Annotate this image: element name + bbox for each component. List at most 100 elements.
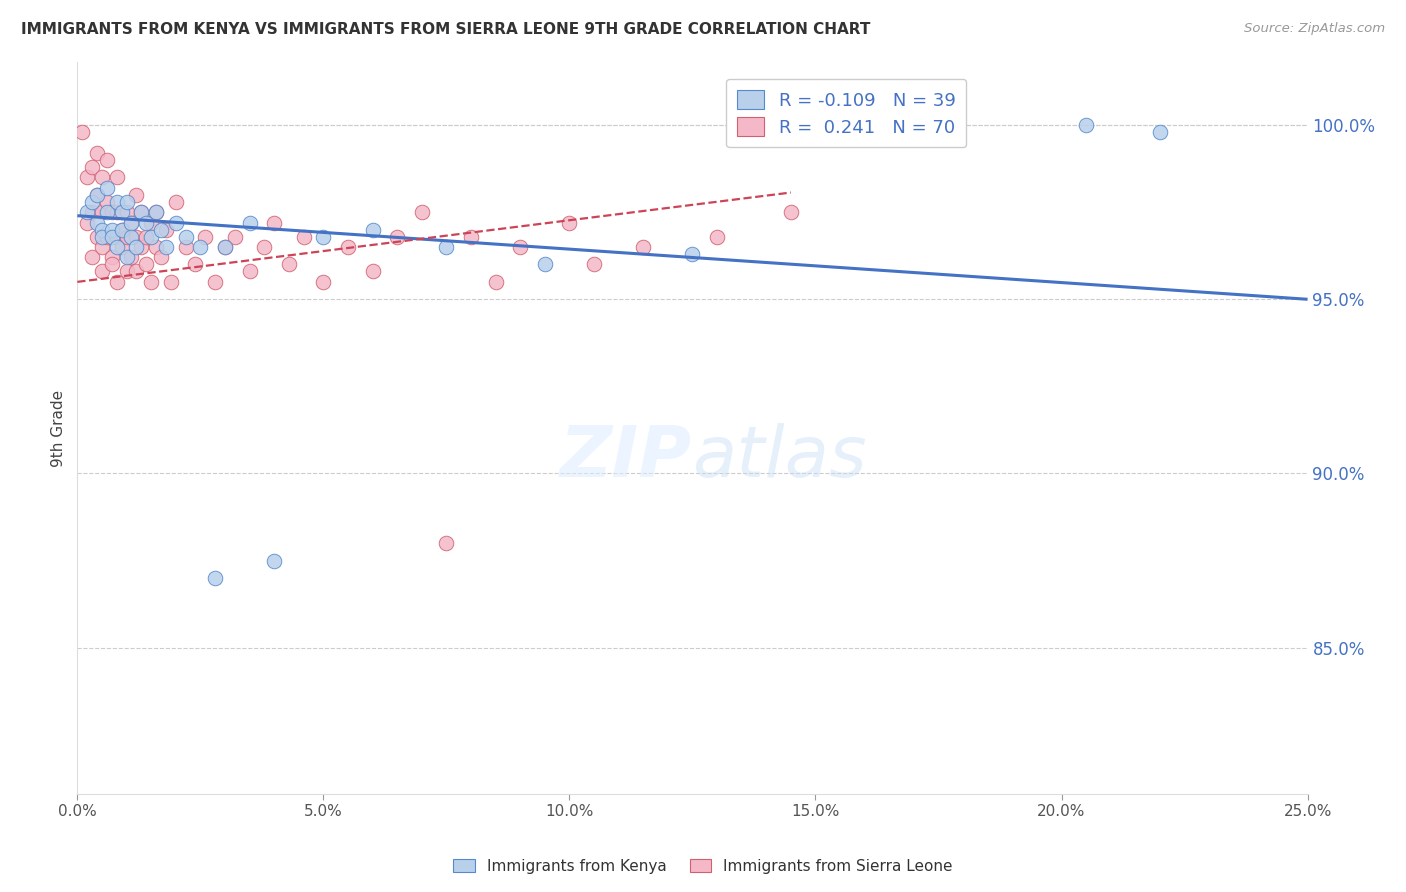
Point [135, 216, 157, 230]
Point [105, 240, 128, 254]
Point [105, 275, 128, 289]
Point [190, 240, 212, 254]
Point [150, 222, 173, 236]
Point [312, 229, 335, 244]
Point [125, 240, 148, 254]
Point [361, 222, 384, 236]
Point [155, 240, 177, 254]
Point [105, 205, 128, 219]
Point [86, 216, 108, 230]
Point [145, 205, 167, 219]
Point [204, 275, 226, 289]
Point [96, 205, 118, 219]
Point [121, 251, 143, 265]
Point [90, 229, 114, 244]
Point [387, 229, 409, 244]
Point [90, 264, 114, 278]
Point [214, 240, 236, 254]
Point [312, 275, 335, 289]
Point [125, 229, 148, 244]
Point [105, 170, 128, 185]
Point [194, 229, 217, 244]
Point [131, 205, 153, 219]
Point [115, 205, 138, 219]
Point [174, 240, 197, 254]
Point [780, 205, 803, 219]
Point [82, 251, 104, 265]
Point [96, 229, 118, 244]
Point [361, 264, 384, 278]
Point [131, 240, 153, 254]
Point [204, 571, 226, 585]
Point [90, 240, 114, 254]
Point [278, 257, 301, 271]
Point [224, 229, 246, 244]
Text: atlas: atlas [693, 423, 868, 491]
Point [141, 216, 163, 230]
Point [76, 170, 98, 185]
Point [150, 251, 173, 265]
Point [96, 181, 118, 195]
Point [86, 187, 108, 202]
Point [436, 240, 458, 254]
Point [460, 229, 482, 244]
Point [534, 257, 557, 271]
Point [485, 275, 508, 289]
Legend: R = -0.109   N = 39, R =  0.241   N = 70: R = -0.109 N = 39, R = 0.241 N = 70 [727, 78, 966, 147]
Point [706, 229, 728, 244]
Point [86, 187, 108, 202]
Text: IMMIGRANTS FROM KENYA VS IMMIGRANTS FROM SIERRA LEONE 9TH GRADE CORRELATION CHAR: IMMIGRANTS FROM KENYA VS IMMIGRANTS FROM… [21, 22, 870, 37]
Point [263, 553, 285, 567]
Point [337, 240, 360, 254]
Point [165, 194, 187, 209]
Point [174, 229, 197, 244]
Point [101, 257, 124, 271]
Text: ZIP: ZIP [560, 423, 693, 491]
Point [105, 229, 128, 244]
Point [165, 216, 187, 230]
Point [115, 194, 138, 209]
Point [101, 229, 124, 244]
Point [111, 205, 132, 219]
Point [101, 222, 124, 236]
Point [86, 146, 108, 161]
Point [96, 153, 118, 167]
Point [1149, 125, 1171, 139]
Point [105, 194, 128, 209]
Point [86, 229, 108, 244]
Point [115, 264, 138, 278]
Point [70, 125, 93, 139]
Point [76, 216, 98, 230]
Point [633, 240, 655, 254]
Point [131, 205, 153, 219]
Point [76, 205, 98, 219]
Point [82, 160, 104, 174]
Legend: Immigrants from Kenya, Immigrants from Sierra Leone: Immigrants from Kenya, Immigrants from S… [447, 853, 959, 880]
Point [155, 222, 177, 236]
Point [436, 536, 458, 550]
Point [101, 251, 124, 265]
Point [125, 187, 148, 202]
Point [141, 275, 163, 289]
Point [82, 194, 104, 209]
Point [292, 229, 315, 244]
Point [96, 194, 118, 209]
Point [583, 257, 606, 271]
Point [111, 222, 132, 236]
Point [111, 240, 132, 254]
Point [239, 264, 262, 278]
Point [145, 205, 167, 219]
Point [214, 240, 236, 254]
Point [558, 216, 581, 230]
Point [121, 216, 143, 230]
Point [509, 240, 531, 254]
Text: Source: ZipAtlas.com: Source: ZipAtlas.com [1244, 22, 1385, 36]
Point [141, 229, 163, 244]
Point [263, 216, 285, 230]
Y-axis label: 9th Grade: 9th Grade [51, 390, 66, 467]
Point [90, 205, 114, 219]
Point [253, 240, 276, 254]
Point [145, 240, 167, 254]
Point [115, 229, 138, 244]
Point [90, 222, 114, 236]
